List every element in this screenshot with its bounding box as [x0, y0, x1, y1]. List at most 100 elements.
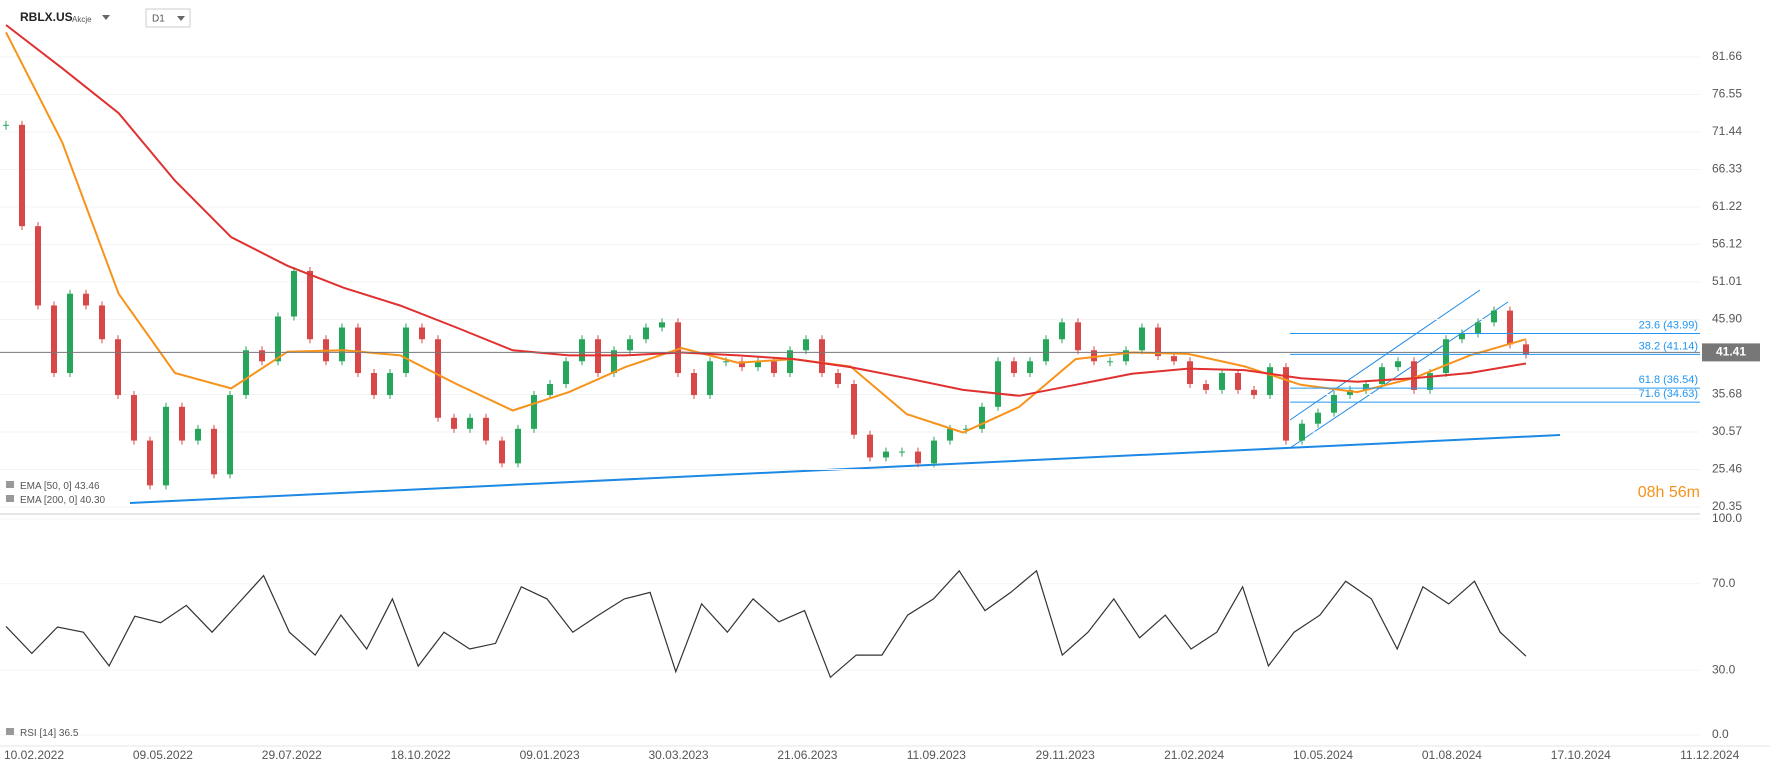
candle	[1011, 361, 1017, 374]
legend-value: 43.46	[74, 481, 99, 492]
candle	[1139, 327, 1145, 351]
candle	[1155, 327, 1161, 357]
legend-name: EMA [50, 0]	[20, 481, 72, 492]
candle	[1187, 361, 1193, 385]
candle	[803, 339, 809, 351]
candle	[627, 339, 633, 351]
candle	[195, 428, 201, 441]
timeframe[interactable]: D1	[152, 14, 165, 25]
candle	[1283, 367, 1289, 441]
y-tick-label: 61.22	[1712, 199, 1742, 213]
timeframe-box[interactable]	[145, 8, 191, 28]
candle	[1267, 367, 1273, 396]
y-tick-label: 70.0	[1712, 576, 1736, 590]
x-tick-label: 29.11.2023	[1036, 748, 1095, 762]
candle	[243, 350, 249, 396]
legend-value: 40.30	[80, 495, 105, 506]
y-tick-label: 30.57	[1712, 424, 1742, 438]
candle	[739, 361, 745, 368]
candle	[995, 361, 1001, 407]
candle	[435, 339, 441, 418]
candle	[387, 373, 393, 396]
legend-entry: EMA [50, 0] 43.46	[20, 481, 100, 492]
candle	[931, 440, 937, 464]
candle	[1411, 361, 1417, 390]
legend-entry: RSI [14] 36.5	[20, 728, 79, 739]
candle	[1331, 395, 1337, 413]
x-tick-label: 11.09.2023	[907, 748, 966, 762]
legend-icon[interactable]	[6, 481, 14, 488]
x-tick-label: 01.08.2024	[1422, 748, 1482, 762]
candle	[979, 406, 985, 429]
x-tick-label: 29.07.2022	[262, 748, 322, 762]
candle	[947, 428, 953, 441]
legend-name: RSI [14]	[20, 728, 56, 739]
candle	[451, 417, 457, 429]
candle	[83, 293, 89, 306]
x-tick-label: 21.02.2024	[1164, 748, 1224, 762]
candle	[1347, 389, 1353, 396]
candle	[1427, 373, 1433, 390]
x-tick-label: 21.06.2023	[777, 748, 837, 762]
candle	[1219, 373, 1225, 390]
candle	[707, 361, 713, 396]
candle	[835, 373, 841, 385]
symbol[interactable]: RBLX.US	[20, 10, 73, 24]
candle	[1235, 373, 1241, 390]
channel-line	[1289, 301, 1509, 449]
candle	[1507, 310, 1513, 345]
candle	[963, 428, 969, 430]
legend-entry: EMA [200, 0] 40.30	[20, 495, 106, 506]
timeframe-dropdown[interactable]	[177, 16, 185, 21]
candle	[339, 327, 345, 362]
candle	[675, 322, 681, 374]
y-tick-label: 66.33	[1712, 162, 1742, 176]
candle	[419, 327, 425, 340]
trendline	[129, 434, 1561, 504]
ema-line	[5, 24, 1527, 397]
x-tick-label: 09.05.2022	[133, 748, 193, 762]
candle	[1315, 412, 1321, 424]
y-tick-label: 0.0	[1712, 727, 1729, 741]
candle	[115, 339, 121, 396]
fib-label: 23.6 (43.99)	[1639, 319, 1698, 331]
rsi-line	[5, 569, 1527, 679]
y-tick-label: 81.66	[1712, 49, 1742, 63]
candle	[131, 395, 137, 441]
y-tick-label: 25.46	[1712, 462, 1742, 476]
candle-timer: 08h 56m	[1638, 484, 1700, 501]
legend-value: 36.5	[59, 728, 79, 739]
candle	[1363, 384, 1369, 390]
candle	[1523, 344, 1529, 355]
candle	[787, 350, 793, 374]
legend: EMA [50, 0] 43.46 EMA [200, 0] 40.30 RSI…	[6, 481, 106, 739]
candle	[899, 451, 905, 453]
candle	[163, 406, 169, 486]
candle	[563, 361, 569, 385]
candle	[403, 327, 409, 374]
x-tick-label: 10.02.2022	[4, 748, 64, 762]
candle	[1475, 322, 1481, 334]
candle	[275, 316, 281, 362]
candle	[259, 350, 265, 362]
legend-icon[interactable]	[6, 495, 14, 502]
candle	[851, 384, 857, 435]
candle	[723, 361, 729, 363]
x-tick-label: 18.10.2022	[391, 748, 451, 762]
candle	[1299, 423, 1305, 441]
x-tick-label: 09.01.2023	[520, 748, 580, 762]
candle	[1027, 361, 1033, 374]
legend-icon[interactable]	[6, 728, 14, 735]
x-tick-label: 11.12.2024	[1680, 748, 1739, 762]
last-price-label: 41.41	[1716, 345, 1746, 359]
x-tick-label: 10.05.2024	[1293, 748, 1353, 762]
candle	[1091, 350, 1097, 362]
x-tick-label: 30.03.2023	[648, 748, 708, 762]
candle	[611, 350, 617, 374]
symbol-dropdown[interactable]	[102, 15, 110, 20]
candle	[483, 417, 489, 441]
candle	[915, 451, 921, 464]
candle	[355, 327, 361, 374]
candle	[819, 339, 825, 374]
